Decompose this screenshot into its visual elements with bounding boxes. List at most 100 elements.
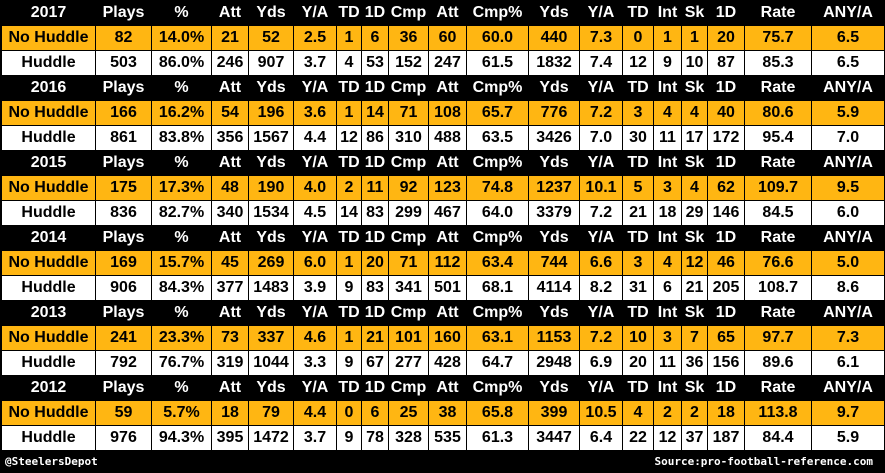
column-header: Cmp bbox=[388, 75, 429, 101]
column-header: 1D bbox=[361, 300, 389, 326]
column-header: Att bbox=[211, 225, 249, 251]
stat-cell: 4.4 bbox=[293, 400, 337, 426]
column-header: TD bbox=[622, 225, 654, 251]
column-header: ANY/A bbox=[811, 225, 885, 251]
column-header: TD bbox=[336, 75, 362, 101]
stat-cell: 3 bbox=[622, 250, 654, 276]
stat-cell: 45 bbox=[211, 250, 249, 276]
stat-cell: 6 bbox=[361, 25, 389, 51]
stat-cell: 12 bbox=[622, 50, 654, 76]
stat-cell: 109.7 bbox=[744, 175, 812, 201]
stat-cell: 9 bbox=[336, 275, 362, 301]
column-header: Yds bbox=[528, 300, 580, 326]
stat-cell: 20 bbox=[707, 25, 745, 51]
stat-cell: 310 bbox=[388, 125, 429, 151]
column-header: Sk bbox=[681, 150, 708, 176]
column-header: Sk bbox=[681, 300, 708, 326]
stat-cell: 836 bbox=[95, 200, 152, 226]
stat-cell: 241 bbox=[95, 325, 152, 351]
huddle-row: Huddle 906 84.3% 377 1483 3.9 9 83 341 501 68.1 411… bbox=[1, 275, 885, 301]
stat-cell: 87 bbox=[707, 50, 745, 76]
column-header: ANY/A bbox=[811, 75, 885, 101]
stat-cell: 2948 bbox=[528, 350, 580, 376]
stat-cell: 25 bbox=[388, 400, 429, 426]
column-header: Att bbox=[428, 150, 467, 176]
no-huddle-row: No Huddle 169 15.7% 45 269 6.0 1 20 71 112 63.4 744… bbox=[1, 250, 885, 276]
stat-cell: 7.3 bbox=[811, 325, 885, 351]
stat-cell: 1044 bbox=[248, 350, 294, 376]
column-header: Rate bbox=[744, 75, 812, 101]
column-header: 1D bbox=[707, 225, 745, 251]
stat-cell: 4114 bbox=[528, 275, 580, 301]
stat-cell: 3426 bbox=[528, 125, 580, 151]
stat-cell: 108 bbox=[428, 100, 467, 126]
column-header: 1D bbox=[361, 225, 389, 251]
column-header: Plays bbox=[95, 225, 152, 251]
stat-cell: 123 bbox=[428, 175, 467, 201]
column-header: Cmp% bbox=[466, 0, 529, 26]
huddle-row: Huddle 836 82.7% 340 1534 4.5 14 83 299 467 64.0 33… bbox=[1, 200, 885, 226]
stat-cell: 1 bbox=[336, 250, 362, 276]
no-huddle-row: No Huddle 59 5.7% 18 79 4.4 0 6 25 38 65.8 399 10.5 4… bbox=[1, 400, 885, 426]
stat-cell: 2 bbox=[336, 175, 362, 201]
stat-cell: 2 bbox=[681, 400, 708, 426]
stat-cell: 2 bbox=[653, 400, 682, 426]
stat-cell: 1 bbox=[336, 100, 362, 126]
stat-cell: 36 bbox=[681, 350, 708, 376]
column-header: Att bbox=[428, 225, 467, 251]
stat-cell: 63.5 bbox=[466, 125, 529, 151]
huddle-row: Huddle 861 83.8% 356 1567 4.4 12 86 310 488 63.5 34… bbox=[1, 125, 885, 151]
stat-cell: 21 bbox=[361, 325, 389, 351]
column-header: Yds bbox=[248, 75, 294, 101]
stat-cell: 38 bbox=[428, 400, 467, 426]
stat-cell: 7.4 bbox=[579, 50, 623, 76]
column-header: % bbox=[151, 150, 212, 176]
stat-cell: 64.7 bbox=[466, 350, 529, 376]
stats-table: 2017 Plays% Att Yds Y/A TD 1D Cmp Att Cmp% Yds Y/A T… bbox=[1, 0, 885, 451]
column-header: 1D bbox=[361, 75, 389, 101]
column-header: Sk bbox=[681, 375, 708, 401]
column-header: Yds bbox=[248, 0, 294, 26]
stat-cell: 792 bbox=[95, 350, 152, 376]
stat-cell: 4 bbox=[681, 175, 708, 201]
column-header: Y/A bbox=[293, 375, 337, 401]
stat-cell: 535 bbox=[428, 425, 467, 451]
column-header: Yds bbox=[248, 375, 294, 401]
column-header: Sk bbox=[681, 225, 708, 251]
column-header: 1D bbox=[707, 0, 745, 26]
stat-cell: 18 bbox=[211, 400, 249, 426]
stat-cell: 1472 bbox=[248, 425, 294, 451]
column-header: Cmp% bbox=[466, 375, 529, 401]
row-label: No Huddle bbox=[1, 100, 96, 126]
column-header: Int bbox=[653, 225, 682, 251]
column-header: Int bbox=[653, 150, 682, 176]
column-header: 1D bbox=[707, 300, 745, 326]
no-huddle-row: No Huddle 82 14.0% 21 52 2.5 1 6 36 60 60.0 440 7.3 0… bbox=[1, 25, 885, 51]
stat-cell: 48 bbox=[211, 175, 249, 201]
season-header-row: 2012 Plays% Att Yds Y/A TD 1D Cmp Att Cmp% Yds Y/A T… bbox=[1, 375, 885, 401]
stat-cell: 744 bbox=[528, 250, 580, 276]
stat-cell: 907 bbox=[248, 50, 294, 76]
stat-cell: 172 bbox=[707, 125, 745, 151]
stat-cell: 166 bbox=[95, 100, 152, 126]
stat-cell: 906 bbox=[95, 275, 152, 301]
stat-cell: 6.0 bbox=[811, 200, 885, 226]
stat-cell: 11 bbox=[653, 125, 682, 151]
stat-cell: 15.7% bbox=[151, 250, 212, 276]
stat-cell: 6 bbox=[361, 400, 389, 426]
column-header: Cmp% bbox=[466, 300, 529, 326]
stat-cell: 3 bbox=[653, 175, 682, 201]
source-text: Source:pro-football-reference.com bbox=[654, 455, 873, 468]
column-header: Sk bbox=[681, 75, 708, 101]
column-header: Att bbox=[428, 0, 467, 26]
stat-cell: 1237 bbox=[528, 175, 580, 201]
stat-cell: 17 bbox=[681, 125, 708, 151]
stat-cell: 92 bbox=[388, 175, 429, 201]
stat-cell: 97.7 bbox=[744, 325, 812, 351]
stat-cell: 14 bbox=[361, 100, 389, 126]
column-header: TD bbox=[622, 0, 654, 26]
stat-cell: 4 bbox=[622, 400, 654, 426]
column-header: Rate bbox=[744, 0, 812, 26]
stat-cell: 328 bbox=[388, 425, 429, 451]
column-header: 1D bbox=[361, 150, 389, 176]
